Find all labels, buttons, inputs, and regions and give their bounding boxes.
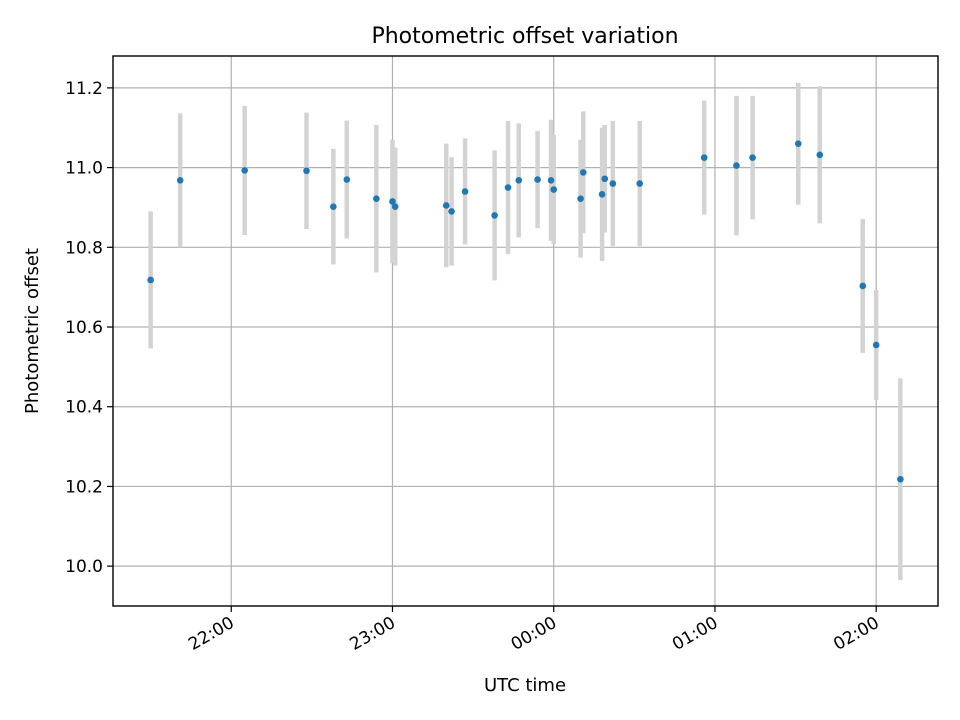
data-point: [391, 203, 399, 210]
data-point: [897, 475, 904, 483]
data-point: [448, 208, 455, 215]
data-point: [147, 276, 154, 284]
data-point: [176, 177, 184, 184]
data-point: [343, 176, 351, 183]
y-tick-label: 10.8: [65, 238, 103, 258]
y-axis: 10.0 10.2 10.4 10.6 10.8 11.0 11.2: [65, 79, 113, 577]
data-point: [859, 282, 867, 290]
data-point: [534, 176, 541, 183]
y-tick-label: 11.0: [65, 159, 103, 179]
data-point: [515, 177, 523, 184]
y-tick-label: 10.2: [65, 477, 103, 497]
x-tick-label: 00:00: [508, 613, 560, 655]
data-point: [749, 154, 756, 161]
data-point: [303, 167, 310, 175]
data-point: [636, 180, 644, 187]
x-tick-label: 02:00: [830, 613, 882, 655]
y-tick-label: 10.6: [65, 318, 103, 338]
x-tick-label: 01:00: [669, 613, 721, 655]
y-tick-label: 10.0: [65, 557, 103, 577]
data-point: [461, 188, 469, 195]
data-point: [598, 190, 606, 198]
x-tick-label: 23:00: [347, 613, 399, 655]
x-tick-label: 22:00: [185, 613, 237, 655]
data-point: [547, 177, 555, 184]
data-point: [816, 151, 824, 159]
data-point: [601, 175, 609, 183]
data-point: [330, 203, 337, 210]
data-point: [491, 212, 498, 219]
y-tick-label: 10.4: [65, 398, 103, 418]
data-point: [579, 169, 587, 176]
data-points: [147, 140, 904, 483]
y-axis-label: Photometric offset: [22, 248, 43, 414]
data-point: [700, 154, 708, 161]
data-point: [442, 202, 450, 209]
x-axis: 22:00 23:00 00:00 01:00 02:00: [185, 606, 883, 655]
data-point: [550, 186, 558, 193]
chart-title: Photometric offset variation: [371, 24, 678, 49]
data-point: [872, 341, 880, 349]
data-point: [504, 184, 512, 191]
data-point: [609, 180, 617, 187]
data-point: [577, 195, 584, 202]
grid: [113, 56, 938, 606]
x-axis-label: UTC time: [484, 675, 566, 696]
data-point: [794, 140, 802, 147]
plot-frame: [112, 55, 939, 607]
y-tick-label: 11.2: [65, 79, 103, 99]
data-point: [733, 162, 740, 169]
data-point: [389, 198, 396, 205]
data-point: [373, 195, 380, 202]
data-point: [241, 167, 248, 174]
error-bars: [148, 82, 903, 581]
